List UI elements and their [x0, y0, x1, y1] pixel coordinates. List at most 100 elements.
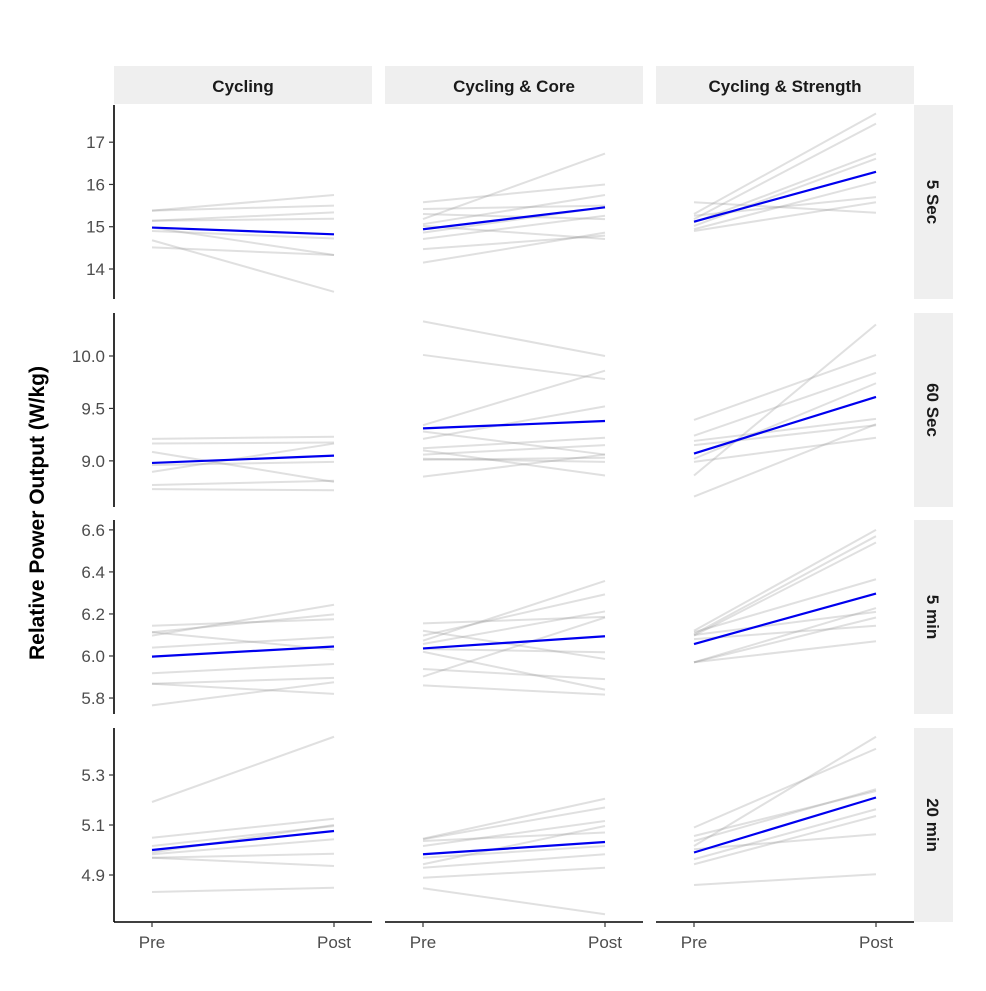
individual-line — [151, 460, 335, 467]
individual-line — [151, 856, 335, 867]
mean-line — [693, 170, 877, 223]
individual-line — [693, 610, 877, 636]
individual-line — [693, 735, 877, 847]
individual-line — [693, 371, 877, 437]
individual-line — [422, 436, 606, 450]
mean-line — [422, 635, 606, 650]
y-tick-label: 4.9 — [81, 866, 105, 885]
individual-line — [693, 808, 877, 861]
individual-line — [151, 211, 335, 222]
individual-line — [422, 853, 606, 869]
individual-line — [422, 405, 606, 440]
individual-line — [422, 806, 606, 841]
individual-line — [693, 423, 877, 498]
individual-line — [693, 815, 877, 866]
individual-line — [422, 593, 606, 637]
mean-line — [693, 592, 877, 646]
x-tick-label: Pre — [139, 933, 165, 952]
individual-line — [422, 797, 606, 840]
strip-row-2 — [914, 520, 953, 714]
individual-line — [422, 610, 606, 645]
y-tick-label: 14 — [86, 260, 105, 279]
individual-line — [422, 353, 606, 381]
mean-line — [422, 206, 606, 231]
individual-line — [422, 204, 606, 210]
individual-line — [422, 825, 606, 866]
strip-column-label: Cycling & Core — [453, 77, 575, 96]
individual-line — [422, 369, 606, 427]
mean-line — [422, 840, 606, 856]
individual-line — [151, 838, 335, 856]
individual-line — [422, 320, 606, 357]
mean-line — [693, 796, 877, 854]
individual-line — [422, 194, 606, 226]
y-axis-title: Relative Power Output (W/kg) — [26, 366, 49, 660]
individual-line — [422, 224, 606, 240]
y-tick-label: 17 — [86, 133, 105, 152]
individual-line — [422, 668, 606, 681]
individual-line — [151, 450, 335, 483]
individual-line — [693, 529, 877, 632]
individual-line — [151, 681, 335, 707]
strip-column-0 — [114, 66, 372, 104]
individual-line — [422, 449, 606, 477]
individual-line — [422, 615, 606, 625]
individual-line — [422, 231, 606, 264]
y-tick-label: 16 — [86, 175, 105, 194]
individual-line — [693, 624, 877, 641]
individual-line — [693, 323, 877, 477]
individual-line — [151, 886, 335, 893]
individual-line — [151, 442, 335, 473]
individual-line — [151, 613, 335, 634]
individual-line — [693, 354, 877, 421]
individual-line — [422, 845, 606, 859]
individual-line — [693, 873, 877, 886]
y-tick-label: 15 — [86, 218, 105, 237]
individual-line — [422, 684, 606, 696]
strip-row-1 — [914, 313, 953, 507]
individual-line — [151, 817, 335, 839]
individual-line — [693, 790, 877, 837]
individual-line — [422, 453, 606, 478]
individual-line — [151, 676, 335, 685]
individual-line — [693, 122, 877, 221]
y-tick-label: 6.0 — [81, 647, 105, 666]
individual-line — [151, 229, 335, 240]
individual-line — [151, 435, 335, 440]
strip-row-label: 5 Sec — [923, 180, 942, 224]
individual-line — [151, 441, 335, 445]
strip-row-label: 20 min — [923, 798, 942, 852]
individual-line — [151, 603, 335, 637]
individual-line — [151, 735, 335, 803]
strip-row-0 — [914, 105, 953, 299]
mean-line — [422, 419, 606, 430]
individual-line — [422, 152, 606, 221]
y-tick-label: 5.3 — [81, 766, 105, 785]
individual-line — [422, 629, 606, 660]
y-tick-label: 6.2 — [81, 605, 105, 624]
individual-line — [151, 636, 335, 649]
individual-line — [151, 226, 335, 257]
individual-line — [151, 246, 335, 257]
mean-line — [151, 454, 335, 465]
strip-column-label: Cycling — [212, 77, 273, 96]
x-tick-label: Post — [859, 933, 893, 952]
individual-line — [422, 457, 606, 463]
individual-line — [693, 833, 877, 851]
individual-line — [422, 430, 606, 456]
x-tick-label: Post — [317, 933, 351, 952]
y-tick-label: 6.6 — [81, 521, 105, 540]
strip-row-label: 5 min — [923, 595, 942, 639]
y-tick-label: 9.5 — [81, 399, 105, 418]
y-tick-label: 6.4 — [81, 563, 105, 582]
individual-line — [693, 112, 877, 215]
individual-line — [422, 213, 606, 221]
individual-line — [422, 820, 606, 847]
mean-line — [693, 395, 877, 455]
individual-line — [422, 183, 606, 204]
individual-line — [151, 479, 335, 486]
strip-row-3 — [914, 728, 953, 922]
mean-line — [151, 829, 335, 852]
individual-line — [422, 580, 606, 642]
